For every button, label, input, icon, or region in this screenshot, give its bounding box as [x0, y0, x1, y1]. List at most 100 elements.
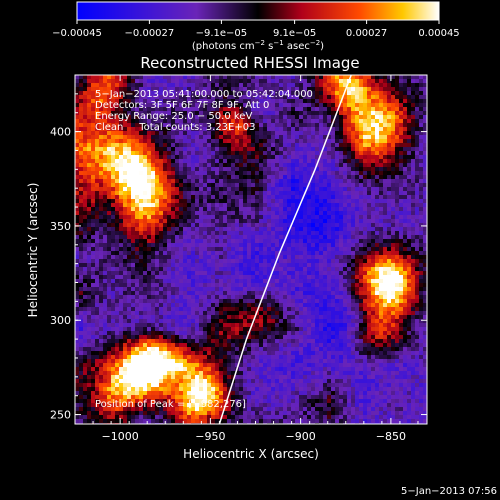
heatmap-cell — [127, 103, 132, 108]
heatmap-cell — [115, 295, 120, 300]
heatmap-cell — [107, 143, 112, 148]
heatmap-cell — [223, 279, 228, 284]
heatmap-cell — [411, 263, 416, 268]
heatmap-cell — [275, 103, 280, 108]
heatmap-cell — [335, 203, 340, 208]
heatmap-cell — [119, 171, 124, 176]
heatmap-cell — [419, 95, 424, 100]
heatmap-cell — [303, 215, 308, 220]
heatmap-cell — [227, 115, 232, 120]
heatmap-cell — [87, 247, 92, 252]
heatmap-cell — [283, 243, 288, 248]
heatmap-cell — [99, 79, 104, 84]
heatmap-cell — [207, 235, 212, 240]
heatmap-cell — [367, 163, 372, 168]
heatmap-cell — [231, 155, 236, 160]
heatmap-cell — [335, 271, 340, 276]
heatmap-cell — [367, 279, 372, 284]
heatmap-cell — [275, 139, 280, 144]
heatmap-cell — [291, 243, 296, 248]
heatmap-cell — [271, 243, 276, 248]
heatmap-cell — [419, 127, 424, 132]
heatmap-cell — [183, 243, 188, 248]
heatmap-cell — [123, 167, 128, 172]
heatmap-cell — [159, 147, 164, 152]
heatmap-cell — [311, 187, 316, 192]
heatmap-cell — [367, 275, 372, 280]
heatmap-cell — [399, 227, 404, 232]
heatmap-cell — [175, 219, 180, 224]
heatmap-cell — [327, 219, 332, 224]
heatmap-cell — [199, 83, 204, 88]
heatmap-cell — [367, 287, 372, 292]
heatmap-cell — [107, 95, 112, 100]
heatmap-cell — [347, 295, 352, 300]
heatmap-cell — [163, 103, 168, 108]
heatmap-cell — [147, 291, 152, 296]
heatmap-cell — [115, 215, 120, 220]
heatmap-cell — [375, 283, 380, 288]
heatmap-cell — [179, 155, 184, 160]
heatmap-cell — [251, 291, 256, 296]
heatmap-cell — [187, 243, 192, 248]
heatmap-cell — [83, 199, 88, 204]
heatmap-cell — [147, 207, 152, 212]
heatmap-cell — [171, 187, 176, 192]
heatmap-cell — [223, 275, 228, 280]
heatmap-cell — [327, 215, 332, 220]
heatmap-cell — [327, 243, 332, 248]
heatmap-cell — [283, 267, 288, 272]
heatmap-cell — [343, 151, 348, 156]
heatmap-cell — [371, 255, 376, 260]
heatmap-cell — [271, 203, 276, 208]
heatmap-cell — [211, 159, 216, 164]
heatmap-cell — [251, 95, 256, 100]
heatmap-cell — [115, 79, 120, 84]
heatmap-cell — [263, 203, 268, 208]
heatmap-cell — [203, 123, 208, 128]
heatmap-cell — [387, 115, 392, 120]
heatmap-cell — [99, 147, 104, 152]
heatmap-cell — [131, 239, 136, 244]
heatmap-cell — [191, 227, 196, 232]
heatmap-cell — [155, 231, 160, 236]
heatmap-cell — [203, 175, 208, 180]
heatmap-cell — [387, 219, 392, 224]
heatmap-cell — [167, 287, 172, 292]
heatmap-cell — [151, 115, 156, 120]
heatmap-cell — [187, 83, 192, 88]
heatmap-cell — [171, 95, 176, 100]
heatmap-cell — [283, 103, 288, 108]
heatmap-cell — [411, 75, 416, 80]
heatmap-cell — [371, 215, 376, 220]
heatmap-cell — [171, 243, 176, 248]
heatmap-cell — [87, 215, 92, 220]
heatmap-cell — [119, 231, 124, 236]
heatmap-cell — [215, 175, 220, 180]
heatmap-cell — [95, 235, 100, 240]
heatmap-cell — [359, 127, 364, 132]
heatmap-cell — [279, 251, 284, 256]
heatmap-cell — [219, 267, 224, 272]
heatmap-cell — [283, 91, 288, 96]
heatmap-cell — [335, 107, 340, 112]
heatmap-cell — [395, 103, 400, 108]
heatmap-cell — [91, 139, 96, 144]
heatmap-cell — [231, 87, 236, 92]
heatmap-cell — [351, 227, 356, 232]
heatmap-cell — [411, 291, 416, 296]
heatmap-cell — [123, 147, 128, 152]
heatmap-cell — [111, 239, 116, 244]
heatmap-cell — [411, 223, 416, 228]
heatmap-cell — [355, 211, 360, 216]
heatmap-cell — [127, 263, 132, 268]
heatmap-cell — [191, 83, 196, 88]
heatmap-cell — [355, 75, 360, 80]
heatmap-cell — [139, 83, 144, 88]
heatmap-cell — [367, 95, 372, 100]
heatmap-cell — [303, 283, 308, 288]
heatmap-cell — [75, 235, 80, 240]
heatmap-cell — [215, 259, 220, 264]
heatmap-cell — [75, 263, 80, 268]
heatmap-cell — [299, 95, 304, 100]
